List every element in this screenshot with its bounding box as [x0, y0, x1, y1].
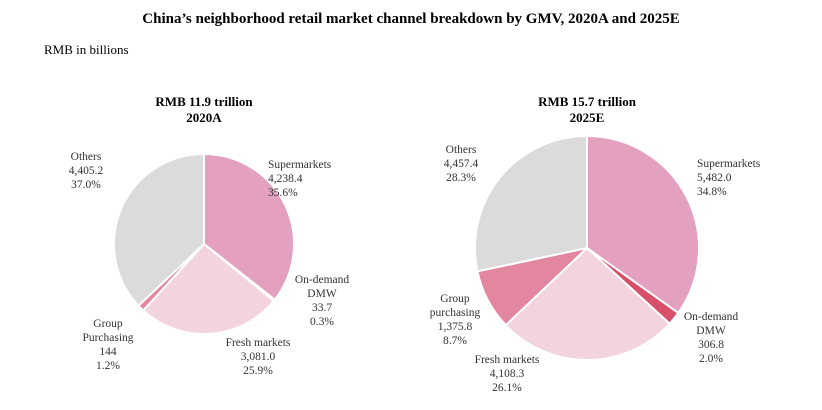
- slice-label-line: On-demand: [295, 274, 350, 286]
- slice-label-line: DMW: [696, 325, 726, 337]
- slice-label-line: 1.2%: [96, 360, 120, 372]
- slice-label-line: Others: [71, 151, 102, 163]
- pie-slice-1-others: [474, 135, 588, 273]
- pie-slice-0-others: [113, 153, 205, 307]
- slice-label-line: 34.8%: [697, 186, 727, 198]
- slice-label-line: Supermarkets: [697, 158, 761, 170]
- slice-label-0-1: On-demand DMW 33.7 0.3%: [295, 274, 350, 328]
- slice-label-0-2: Fresh markets 3,081.0 25.9%: [226, 337, 291, 377]
- slice-label-line: Supermarkets: [268, 159, 332, 171]
- slice-label-line: 33.7: [312, 302, 332, 314]
- slice-label-line: 8.7%: [443, 335, 467, 347]
- slice-label-line: Group: [440, 293, 470, 305]
- chart-subtitle: RMB in billions: [44, 42, 129, 57]
- pie-slice-0-supermarkets: [203, 153, 295, 301]
- slice-label-line: 4,457.4: [444, 158, 479, 170]
- chart-title: China’s neighborhood retail market chann…: [142, 11, 679, 27]
- slice-label-line: 2.0%: [699, 353, 723, 365]
- slice-label-line: 4,238.4: [268, 173, 303, 185]
- slice-label-line: 144: [99, 346, 117, 358]
- slice-label-line: DMW: [307, 288, 337, 300]
- slice-label-1-0: Supermarkets 5,482.0 34.8%: [697, 158, 761, 198]
- slice-label-line: On-demand: [684, 311, 739, 323]
- slice-label-line: 306.8: [698, 339, 724, 351]
- slice-label-line: 4,405.2: [69, 165, 104, 177]
- slice-label-line: 25.9%: [243, 365, 273, 377]
- slice-label-line: 1,375.8: [438, 321, 473, 333]
- slice-label-line: 28.3%: [446, 172, 476, 184]
- pie-heading-1: RMB 15.7 trillion: [538, 94, 637, 109]
- slice-label-line: purchasing: [430, 307, 481, 319]
- slice-label-line: Group: [93, 318, 123, 330]
- slice-label-line: Fresh markets: [475, 354, 540, 366]
- slice-label-line: 35.6%: [268, 187, 298, 199]
- pie-year-1: 2025E: [570, 110, 605, 125]
- slice-label-line: Purchasing: [82, 332, 133, 344]
- slice-label-line: 26.1%: [492, 382, 522, 394]
- pie-slice-0-fresh-markets: [142, 243, 275, 335]
- slice-label-line: 37.0%: [71, 179, 101, 191]
- slice-label-line: Fresh markets: [226, 337, 291, 349]
- slice-label-1-1: On-demand DMW 306.8 2.0%: [684, 311, 739, 365]
- slice-label-line: 3,081.0: [241, 351, 276, 363]
- slice-label-0-0: Supermarkets 4,238.4 35.6%: [268, 159, 332, 199]
- slice-label-line: 0.3%: [310, 316, 334, 328]
- slice-label-line: 4,108.3: [490, 368, 525, 380]
- slice-label-0-3: Group Purchasing 144 1.2%: [82, 318, 133, 372]
- pie-year-0: 2020A: [186, 110, 222, 125]
- pie-slice-1-fresh-markets: [504, 247, 671, 361]
- slice-label-0-4: Others 4,405.2 37.0%: [69, 151, 104, 191]
- slice-label-1-4: Others 4,457.4 28.3%: [444, 144, 479, 184]
- pie-heading-0: RMB 11.9 trillion: [155, 94, 253, 109]
- slice-label-1-2: Fresh markets 4,108.3 26.1%: [475, 354, 540, 394]
- slice-label-line: Others: [446, 144, 477, 156]
- pie-slice-1-supermarkets: [586, 135, 700, 314]
- slice-label-1-3: Group purchasing 1,375.8 8.7%: [430, 293, 481, 347]
- slice-label-line: 5,482.0: [697, 172, 732, 184]
